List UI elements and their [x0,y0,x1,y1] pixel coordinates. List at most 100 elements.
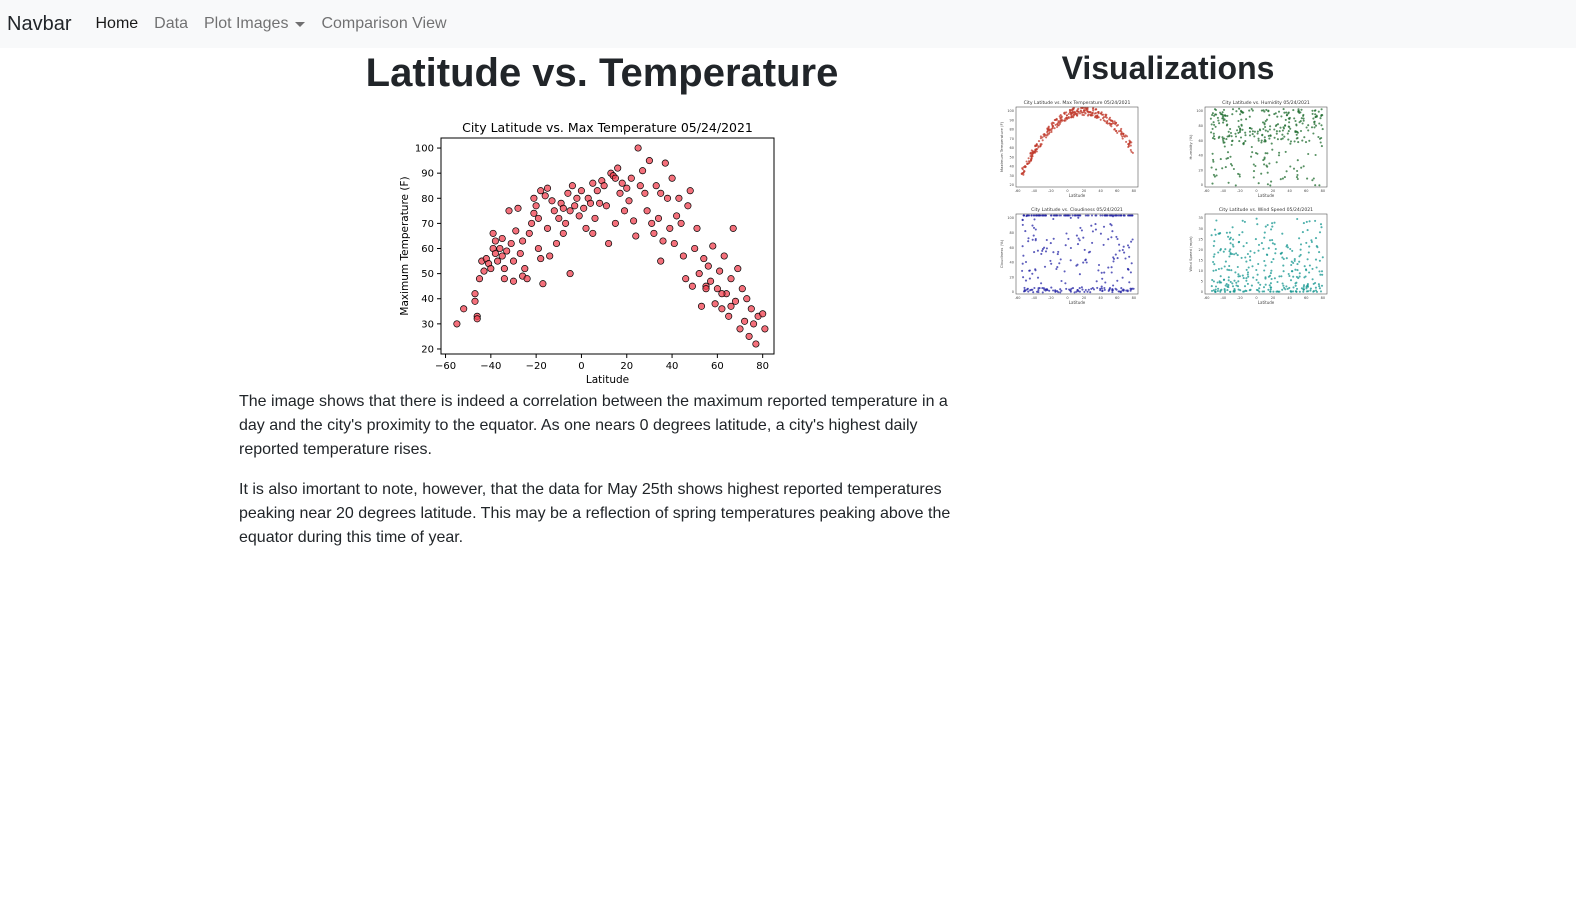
thumbnail-point [1282,284,1285,287]
thumbnail-point [1063,119,1066,122]
thumbnail-point [1022,254,1025,257]
thumbnail-point [1231,139,1234,142]
thumbnail-point [1126,289,1129,292]
thumbnail-point [1217,251,1220,254]
thumbnail-point [1252,276,1255,279]
thumbnail-point [1102,225,1106,228]
thumbnail-point [1302,284,1306,287]
thumbnail-point [1266,223,1269,227]
thumbnail-point [1084,288,1087,292]
data-point [503,247,511,255]
navbar-brand[interactable]: Navbar [7,12,72,35]
thumbnail-point [1037,289,1040,292]
thumbnail-point [1225,119,1228,122]
thumbnail-point [1239,136,1243,139]
thumbnail-point [1113,120,1116,123]
thumbnail-point [1117,130,1121,133]
thumbnail-point [1302,117,1305,120]
thumbnail-point [1221,167,1224,170]
thumbnail-point [1212,244,1215,247]
thumbnail-point [1273,243,1276,246]
nav-link-data[interactable]: Data [154,15,188,32]
thumbnail-point [1248,255,1252,258]
data-point [675,194,683,202]
nav-dropdown-plot-images[interactable]: Plot Images [204,15,306,33]
thumbnail-point [1298,260,1301,263]
thumbnail-cloudiness[interactable]: City Latitude vs. Cloudiness 05/24/2021 -… [998,205,1143,307]
data-point [530,194,538,202]
thumbnail-point [1314,113,1317,116]
thumbnail-point [1225,124,1228,127]
thumbnail-point [1271,222,1274,225]
thumbnail-point [1031,272,1034,275]
thumbnail-point [1308,245,1311,248]
thumbnail-x-tick: 40 [1098,189,1102,193]
thumbnail-point [1123,251,1126,254]
thumbnail-point [1235,110,1238,113]
thumbnail-point [1070,113,1073,116]
thumbnail-point [1284,124,1287,127]
thumbnail-point [1260,172,1263,175]
thumbnail-point [1275,161,1278,164]
thumbnail-point [1053,118,1056,122]
thumbnail-point [1025,214,1028,217]
thumbnail-point [1314,237,1318,240]
nav-link-home[interactable]: Home [95,15,139,32]
thumbnail-y-tick: 60 [1010,146,1014,150]
y-tick-label: 40 [421,294,434,305]
thumbnail-point [1318,251,1321,254]
thumbnail-point [1302,285,1305,288]
thumbnail-point [1112,256,1115,259]
thumbnail-point [1256,152,1259,155]
thumbnail-humidity[interactable]: City Latitude vs. Humidity 05/24/2021 -60… [1187,98,1332,200]
thumbnail-point [1305,287,1308,290]
description-paragraph: It is also imortant to note, however, th… [239,481,951,546]
thumbnail-point [1281,256,1284,259]
data-point [661,159,669,167]
data-point [505,207,513,215]
data-point [548,197,556,205]
thumbnail-point [1129,289,1132,292]
thumbnail-point [1314,219,1317,222]
nav-link-comparison-view[interactable]: Comparison View [321,15,447,32]
thumbnail-point [1039,135,1042,138]
thumbnail-point [1214,233,1217,236]
thumbnail-point [1114,287,1117,290]
thumbnail-point [1266,183,1269,186]
thumbnail-point [1262,127,1265,131]
thumbnail-point [1237,280,1240,283]
thumbnail-point [1122,214,1125,217]
thumbnail-point [1037,140,1041,143]
thumbnail-y-tick: 80 [1010,128,1014,132]
thumbnail-wind-speed[interactable]: City Latitude vs. Wind Speed 05/24/2021 -… [1187,205,1332,307]
data-point [702,285,710,293]
thumbnail-point [1293,259,1296,262]
thumbnail-point [1244,134,1247,137]
thumbnail-point [1283,111,1286,114]
thumbnail-point [1101,117,1105,120]
thumbnail-point [1232,238,1235,241]
thumbnail-point [1054,290,1057,293]
data-point [496,244,504,253]
thumbnail-point [1244,140,1247,143]
thumbnail-point [1094,108,1097,111]
thumbnail-point [1120,287,1123,290]
thumbnail-point [1263,138,1266,141]
thumbnail-point [1276,115,1279,118]
thumbnail-point [1209,117,1212,120]
thumbnail-point [1215,219,1218,222]
thumbnail-point [1265,108,1268,111]
thumbnail-point [1071,287,1075,290]
thumbnail-point [1114,121,1118,125]
thumbnail-point [1285,245,1288,248]
thumbnail-point [1294,284,1297,287]
data-point [659,237,667,245]
thumbnail-point [1097,263,1101,267]
thumbnail-point [1212,121,1215,124]
thumbnail-point [1214,290,1217,293]
thumbnail-point [1250,107,1253,111]
thumbnail-point [1083,106,1086,109]
thumbnail-point [1020,172,1023,176]
thumbnail-max-temperature[interactable]: City Latitude vs. Max Temperature 05/24/… [998,98,1143,200]
thumbnail-point [1229,131,1233,135]
